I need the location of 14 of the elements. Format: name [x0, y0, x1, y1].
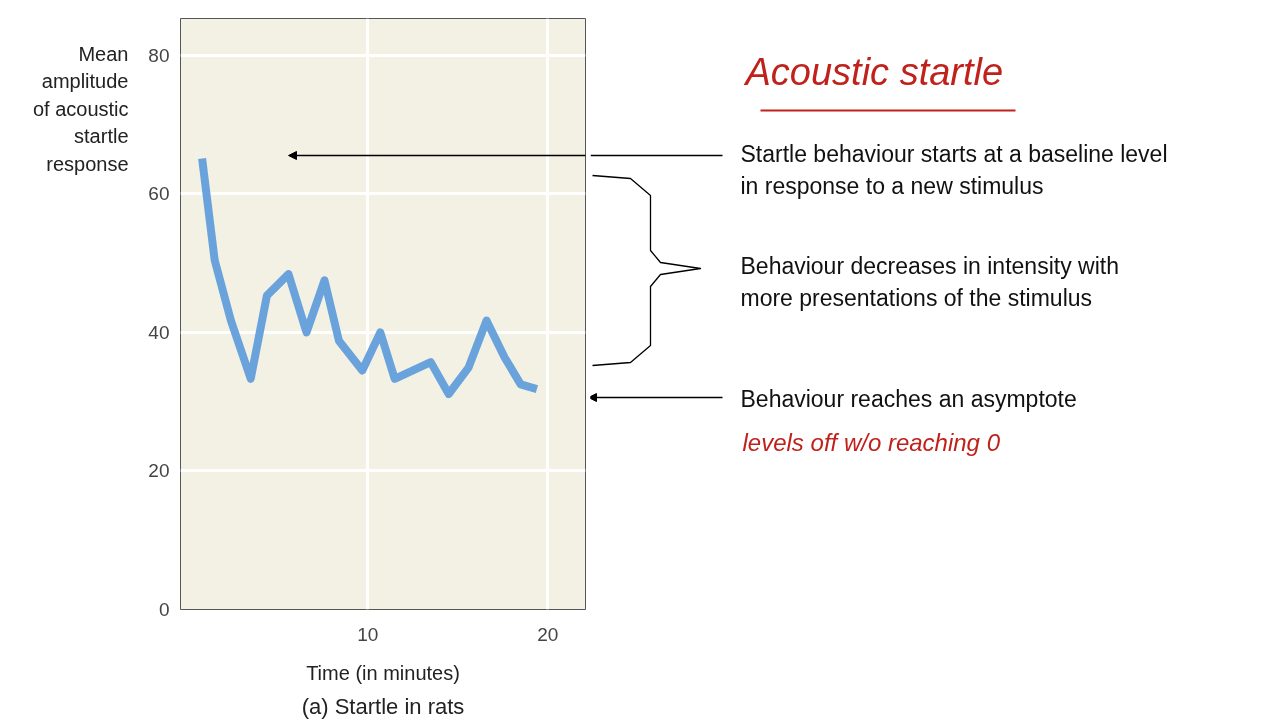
y-tick-label: 60 [148, 183, 170, 205]
x-axis-title: Time (in minutes) [306, 661, 460, 684]
y-tick-label: 20 [148, 460, 170, 482]
y-tick-label: 80 [148, 44, 170, 66]
text: Behaviour reaches an asymptote [740, 385, 1077, 412]
y-tick-label: 40 [148, 321, 170, 343]
text: Startle behaviour starts at a baseline level in response to a new stimulus [740, 140, 1168, 199]
text: (a) Startle in rats [301, 693, 465, 719]
text: Behaviour decreases in intensity with more presentations of the stimulus [740, 252, 1119, 311]
y-axis-title: Mean amplitude of acoustic startle response [32, 42, 129, 175]
text: Acoustic startle [743, 50, 1004, 93]
x-tick-label: 10 [357, 623, 379, 645]
y-tick-label: 0 [158, 599, 170, 620]
text: levels off w/o reaching 0 [742, 428, 1001, 456]
